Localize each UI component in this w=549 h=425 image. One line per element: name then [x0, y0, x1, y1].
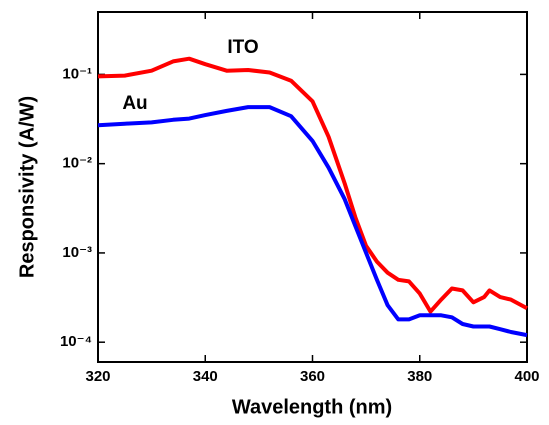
y-axis-title: Responsivity (A/W)	[16, 96, 38, 278]
x-tick-label: 360	[300, 368, 325, 385]
series-label: ITO	[227, 37, 258, 58]
x-axis-title: Wavelength (nm)	[232, 396, 392, 418]
series-line	[97, 56, 528, 314]
y-tick-label: 10⁻²	[62, 155, 92, 172]
y-tick-label: 10⁻³	[62, 244, 92, 261]
x-tick-label: 400	[514, 368, 539, 385]
x-tick-label: 380	[407, 368, 432, 385]
y-tick-label: 10⁻¹	[62, 65, 92, 82]
x-tick-label: 340	[193, 368, 218, 385]
y-tick-label: 10⁻⁴	[60, 333, 92, 350]
x-tick-label: 320	[85, 368, 110, 385]
series-line	[97, 105, 528, 338]
series-label: Au	[122, 93, 147, 114]
